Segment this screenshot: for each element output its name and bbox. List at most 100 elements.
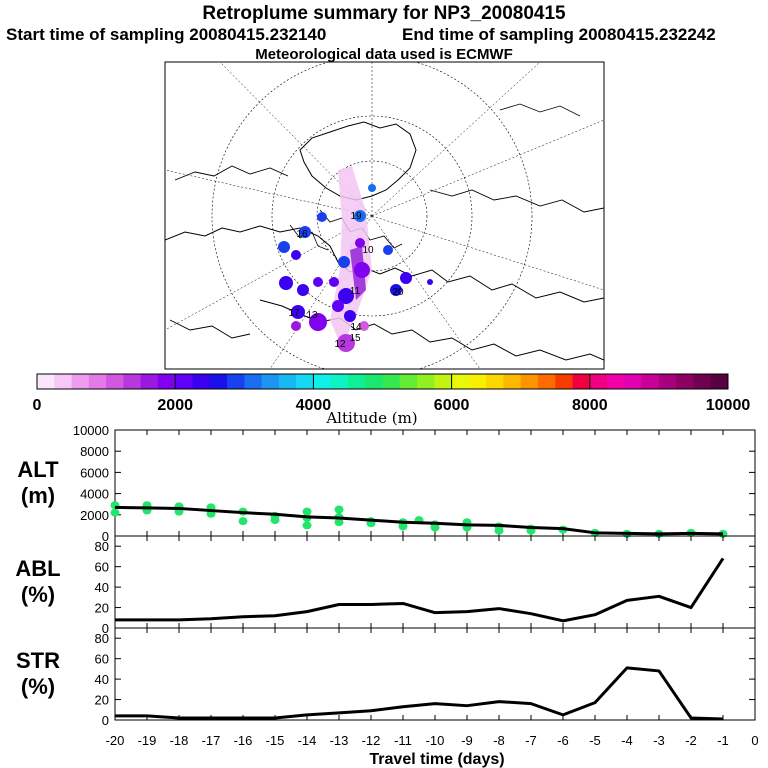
colorbar-swatch [123, 374, 142, 389]
y-axis-unit: (m) [21, 483, 55, 508]
colorbar-swatch [589, 374, 608, 389]
x-tick-label: -2 [685, 733, 697, 748]
y-tick-label: 4000 [80, 487, 109, 502]
x-tick-label: -9 [461, 733, 473, 748]
map-grid [165, 62, 604, 369]
y-tick-label: 8000 [80, 444, 109, 459]
start-time-label: Start time of sampling 20080415.232140 [6, 25, 327, 44]
chart-title: Retroplume summary for NP3_20080415 [202, 3, 566, 24]
colorbar-swatch [296, 374, 314, 389]
colorbar-swatch [434, 374, 453, 389]
colorbar-tick-label: 4000 [296, 397, 332, 414]
altitude-point [238, 517, 248, 526]
end-time-label: End time of sampling 20080415.232242 [402, 25, 716, 44]
colorbar-swatch [451, 374, 470, 389]
colorbar-swatch [399, 374, 418, 389]
colorbar-swatch [365, 374, 383, 389]
met-data-label: Meteorological data used is ECMWF [255, 46, 513, 63]
y-tick-label: 20 [95, 601, 109, 616]
y-tick-label: 0 [102, 529, 109, 544]
altitude-point [110, 508, 120, 517]
altitude-colorbar: 0 2000 4000 6000 8000 10000 Altitude (m) [33, 373, 751, 427]
y-axis-title: ABL [15, 556, 60, 581]
colorbar-swatch [382, 374, 401, 389]
colorbar-swatch [244, 374, 263, 389]
y-tick-label: 20 [95, 693, 109, 708]
x-tick-label: 0 [751, 733, 758, 748]
trajectory-label: 10 [362, 245, 374, 256]
colorbar-swatch [555, 374, 574, 389]
y-tick-label: 60 [95, 652, 109, 667]
colorbar-swatch [624, 374, 643, 389]
colorbar-swatch [330, 374, 349, 389]
x-tick-label: -20 [106, 733, 125, 748]
y-tick-label: 60 [95, 560, 109, 575]
y-axis-unit: (%) [21, 674, 55, 699]
altitude-point [334, 518, 344, 527]
colorbar-swatch [175, 374, 193, 389]
altitude-point [270, 516, 280, 525]
colorbar-swatch [503, 374, 522, 389]
trajectory-label: 12 [334, 339, 346, 350]
colorbar-tick-label: 0 [33, 397, 42, 414]
colorbar-tick-label: 8000 [572, 397, 608, 414]
trajectory-label: 13 [306, 310, 318, 321]
x-tick-label: -15 [266, 733, 285, 748]
colorbar-tick-label: 6000 [434, 397, 470, 414]
altitude-point [430, 523, 440, 532]
colorbar-swatch [278, 374, 297, 389]
colorbar-swatch [486, 374, 504, 389]
colorbar-swatch [88, 374, 107, 389]
colorbar-swatch [468, 374, 487, 389]
trajectory-label: 15 [349, 333, 361, 344]
y-tick-label: 0 [102, 621, 109, 636]
x-tick-label: -16 [234, 733, 253, 748]
x-tick-label: -12 [362, 733, 381, 748]
y-tick-label: 40 [95, 580, 109, 595]
x-tick-label: -11 [394, 733, 412, 748]
colorbar-swatch [37, 374, 55, 389]
colorbar-frame [36, 373, 729, 390]
colorbar-swatch [313, 374, 332, 389]
colorbar-swatch [641, 374, 660, 389]
altitude-point [494, 526, 504, 535]
trajectory-label: 11 [350, 286, 361, 297]
y-tick-label: 10000 [73, 423, 109, 438]
colorbar-swatch [417, 374, 435, 389]
x-axis-title: Travel time (days) [369, 751, 504, 768]
x-tick-label: -6 [557, 733, 569, 748]
altitude-point [302, 507, 312, 516]
trajectory-label: 16 [296, 229, 308, 240]
colorbar-swatch [209, 374, 228, 389]
altitude-point [334, 505, 344, 514]
colorbar-swatch [658, 374, 677, 389]
colorbar-swatch [537, 374, 556, 389]
x-tick-label: -13 [330, 733, 349, 748]
x-tick-label: -19 [138, 733, 157, 748]
time-series-panels: 0 2000 4000 6000 8000 10000 ALT(m) 0 20 40 60 80 ABL… [15, 423, 756, 728]
altitude-point [398, 522, 408, 531]
colorbar-swatch [572, 374, 591, 389]
x-tick-label: -5 [589, 733, 601, 748]
y-tick-label: 6000 [80, 465, 109, 480]
altitude-point [302, 521, 312, 530]
str-series-line [115, 666, 724, 721]
colorbar-swatch [227, 374, 245, 389]
x-axis: -20 -19 -18 -17 -16 -15 -14 -13 -12 -11 -10 -9 -8 -7-… [106, 733, 759, 748]
colorbar-tick-label: 2000 [157, 397, 193, 414]
panel-frame [114, 627, 756, 721]
abl-series-line [115, 557, 725, 623]
x-tick-label: -10 [426, 733, 445, 748]
y-axis-title: STR [16, 648, 60, 673]
colorbar-swatch [261, 374, 280, 389]
colorbar-swatch [157, 374, 176, 389]
map-frame [164, 61, 605, 370]
colorbar-swatch [71, 374, 90, 389]
panel-frame [114, 429, 756, 537]
colorbar-tick-label: 10000 [706, 397, 751, 414]
colorbar-swatch [710, 374, 729, 389]
colorbar-swatch [140, 374, 159, 389]
x-tick-label: -17 [202, 733, 221, 748]
x-tick-label: -18 [170, 733, 189, 748]
y-tick-label: 80 [95, 539, 109, 554]
